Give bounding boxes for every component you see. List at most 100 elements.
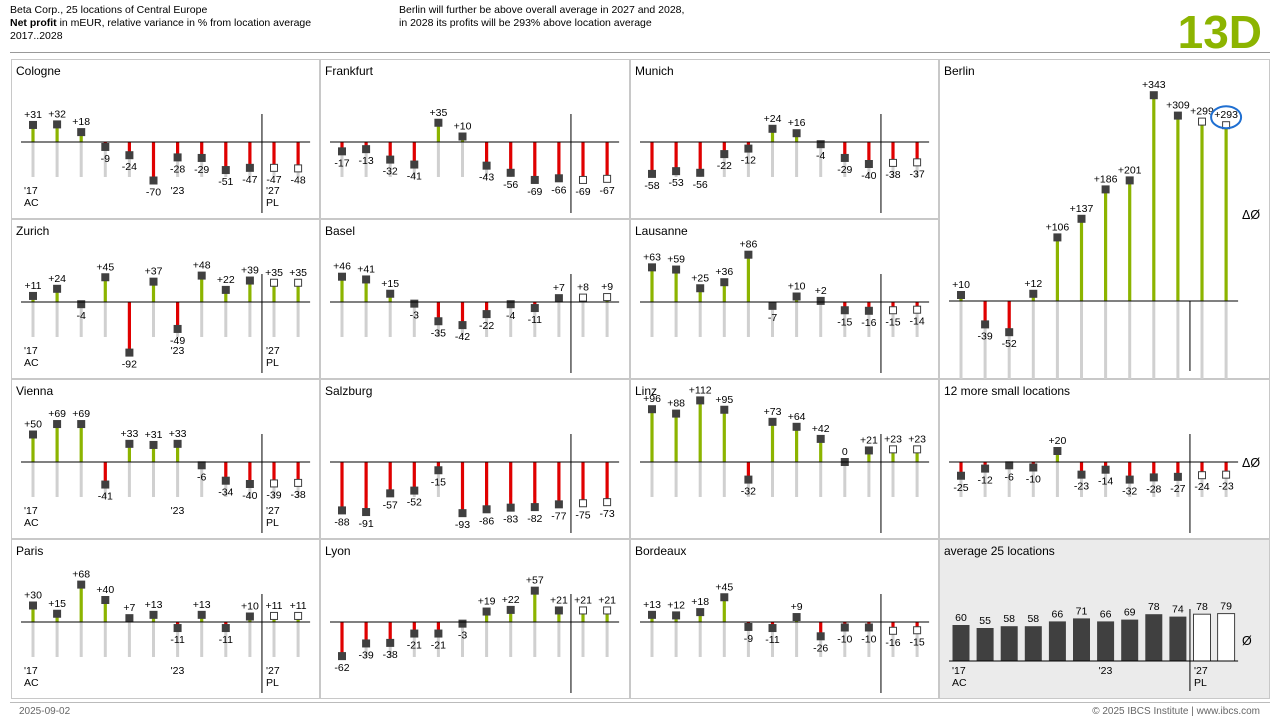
marker-salzburg-2025 xyxy=(530,503,539,512)
label-12-more-small-locations-2024: -32 xyxy=(1122,486,1137,498)
label-bordeaux-2024: -26 xyxy=(813,642,828,654)
label-lausanne-2019: +25 xyxy=(691,272,709,284)
axis-label-2017-zurich: '17 xyxy=(24,345,38,357)
label-berlin-2019: -52 xyxy=(1002,338,1017,350)
label-12-more-small-locations-2028: -23 xyxy=(1219,481,1234,493)
label-berlin-2025: +343 xyxy=(1142,79,1166,91)
label-bordeaux-2017: +13 xyxy=(643,599,661,611)
marker-linz-2022 xyxy=(768,417,777,426)
marker-zurich-2028 xyxy=(294,278,303,287)
label-lyon-2028: +21 xyxy=(598,594,616,606)
label-cologne-2020: -9 xyxy=(101,153,110,165)
label-vienna-2027: -39 xyxy=(266,489,281,501)
label-lyon-2025: +57 xyxy=(526,575,544,587)
label-bordeaux-2027: -16 xyxy=(885,637,900,649)
label-paris-2017: +30 xyxy=(24,590,42,602)
label-munich-2027: -38 xyxy=(885,169,900,181)
panel-salzburg: Salzburg -88 -91 -57 -52 -15 -93 -86 -83 -82 -77 -7… xyxy=(320,379,630,539)
label-12-more-small-locations-2026: -27 xyxy=(1170,483,1185,495)
marker-frankfurt-2024 xyxy=(506,168,515,177)
marker-berlin-2022 xyxy=(1077,214,1086,223)
marker-paris-2021 xyxy=(125,614,134,623)
label-basel-2017: +46 xyxy=(333,261,351,273)
label-paris-2021: +7 xyxy=(123,602,135,614)
label-bordeaux-2022: -11 xyxy=(765,634,780,646)
avg-bar-2027 xyxy=(1193,613,1211,662)
axis-label-ac-zurich: AC xyxy=(24,357,39,369)
label-12-more-small-locations-2027: -24 xyxy=(1194,481,1209,493)
label-zurich-2027: +35 xyxy=(265,267,283,279)
label-bordeaux-2018: +12 xyxy=(667,599,685,611)
panel-berlin: Berlin +10 -39 -52 +12 +106+137 +186+201 +343+3… xyxy=(939,59,1270,393)
label-12-more-small-locations-2022: -23 xyxy=(1074,481,1089,493)
label-basel-2028: +9 xyxy=(601,281,613,293)
marker-berlin-2018 xyxy=(981,320,990,329)
avg-bar-2019 xyxy=(1000,626,1018,661)
avg-label-2027: 78 xyxy=(1196,601,1208,613)
panel-basel: Basel +46 +41 +15 -3 -35 -42 -22 -4 -11 +7 +8 +9 xyxy=(320,219,630,379)
label-basel-2026: +7 xyxy=(553,282,565,294)
label-zurich-2020: +45 xyxy=(96,261,114,273)
label-munich-2017: -58 xyxy=(644,180,659,192)
marker-frankfurt-2022 xyxy=(458,132,467,141)
label-lausanne-2020: +36 xyxy=(715,266,733,278)
label-lausanne-2023: +10 xyxy=(788,281,806,293)
marker-vienna-2018 xyxy=(53,420,62,429)
label-vienna-2028: -38 xyxy=(291,489,306,501)
label-linz-2028: +23 xyxy=(908,433,926,445)
marker-cologne-2024 xyxy=(197,153,206,162)
header-rule xyxy=(10,52,1270,53)
label-lyon-2027: +21 xyxy=(574,594,592,606)
label-lausanne-2018: +59 xyxy=(667,254,685,266)
avg-label-2017: 60 xyxy=(955,612,967,624)
marker-salzburg-2021 xyxy=(434,466,443,475)
marker-12-more-small-locations-2023 xyxy=(1101,465,1110,474)
axis-label-2027-paris: '27 xyxy=(266,665,280,677)
marker-cologne-2025 xyxy=(221,166,230,175)
marker-zurich-2022 xyxy=(149,277,158,286)
marker-lyon-2028 xyxy=(603,606,612,615)
label-linz-2023: +64 xyxy=(788,411,806,423)
avg-label-2020: 58 xyxy=(1027,613,1039,625)
marker-munich-2027 xyxy=(889,158,897,167)
marker-basel-2021 xyxy=(434,317,443,326)
header-message: Berlin will further be above overall ave… xyxy=(399,4,684,30)
label-cologne-2021: -24 xyxy=(122,161,137,173)
measure-rest: in mEUR, relative variance in % from loc… xyxy=(56,17,312,29)
label-berlin-2021: +106 xyxy=(1046,221,1070,233)
label-lyon-2021: -21 xyxy=(431,640,446,652)
marker-berlin-2026 xyxy=(1173,111,1182,120)
axis-label-2023-zurich: '23 xyxy=(171,345,185,357)
marker-vienna-2019 xyxy=(77,420,86,429)
label-zurich-2018: +24 xyxy=(48,273,66,285)
label-berlin-2022: +137 xyxy=(1070,203,1094,215)
label-linz-2025: 0 xyxy=(842,446,848,458)
label-munich-2024: -4 xyxy=(816,150,825,162)
panel-title-lyon: Lyon xyxy=(325,544,351,558)
marker-munich-2025 xyxy=(840,153,849,162)
marker-zurich-2021 xyxy=(125,348,134,357)
label-salzburg-2028: -73 xyxy=(600,508,615,520)
panel-paris: Paris +30 +15 +68 +40 +7 +13 -11 +13 -11 +10 +11 +11… xyxy=(11,539,320,699)
highlight-circle xyxy=(1210,105,1243,130)
label-cologne-2026: -47 xyxy=(242,174,257,186)
label-bordeaux-2021: -9 xyxy=(744,633,753,645)
axis-label-pl-zurich: PL xyxy=(266,357,279,369)
label-cologne-2027: -47 xyxy=(266,174,281,186)
marker-salzburg-2027 xyxy=(579,499,587,508)
marker-zurich-2027 xyxy=(270,278,278,287)
panel-title-basel: Basel xyxy=(325,224,355,238)
label-linz-2024: +42 xyxy=(812,423,830,435)
marker-bordeaux-2021 xyxy=(744,622,753,631)
panel-title-cologne: Cologne xyxy=(16,64,61,78)
label-12-more-small-locations-2019: -6 xyxy=(1005,471,1014,483)
panel-frame-salzburg xyxy=(320,379,630,539)
marker-basel-2017 xyxy=(338,272,346,281)
marker-frankfurt-2023 xyxy=(482,161,491,170)
label-salzburg-2022: -93 xyxy=(455,519,470,531)
marker-lausanne-2028 xyxy=(913,305,922,314)
panel-frankfurt: Frankfurt-17 -13-32 -41+35+10-43-56-69 -66-… xyxy=(320,59,630,219)
label-salzburg-2018: -91 xyxy=(359,518,374,530)
marker-paris-2017 xyxy=(29,601,37,610)
marker-cologne-2026 xyxy=(245,163,254,172)
